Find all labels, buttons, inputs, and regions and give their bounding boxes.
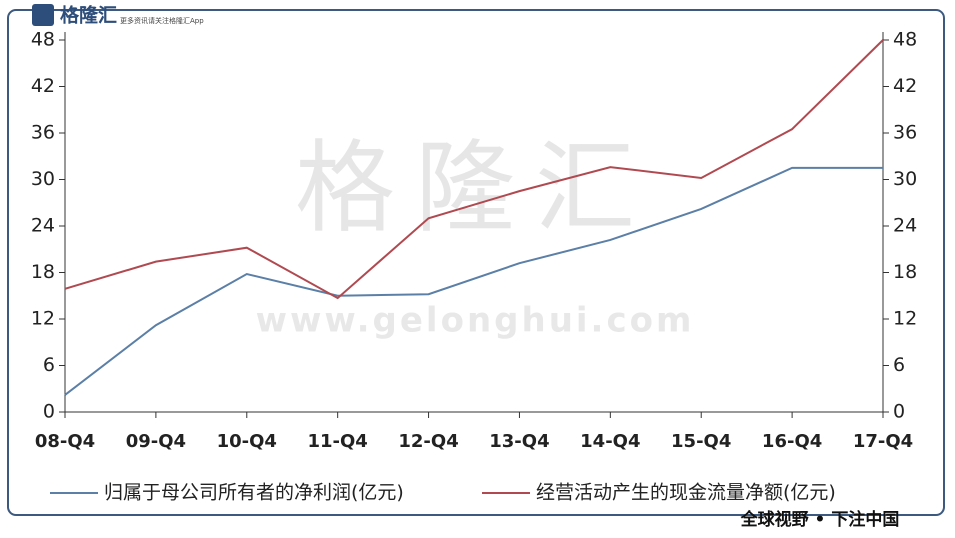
y-tick-label: 0 bbox=[43, 401, 55, 423]
y2-tick-label: 30 bbox=[893, 168, 917, 190]
logo-icon bbox=[32, 4, 54, 26]
slogan: 更多资讯请关注格隆汇App bbox=[120, 16, 204, 25]
legend-label: 归属于母公司所有者的净利润(亿元) bbox=[104, 482, 404, 504]
x-tick-label: 12-Q4 bbox=[398, 431, 458, 452]
y-tick-label: 24 bbox=[31, 215, 55, 237]
footer: 全球视野 • 下注中国 bbox=[740, 509, 900, 530]
legend-label: 经营活动产生的现金流量净额(亿元) bbox=[536, 482, 836, 504]
y-tick-label: 36 bbox=[31, 122, 55, 144]
frame bbox=[7, 9, 945, 516]
y-tick-label: 30 bbox=[31, 168, 55, 190]
y-tick-label: 48 bbox=[31, 29, 55, 51]
y2-tick-label: 18 bbox=[893, 261, 917, 283]
x-tick-label: 14-Q4 bbox=[580, 431, 640, 452]
watermark-url: www.gelonghui.com bbox=[256, 301, 695, 341]
y2-tick-label: 0 bbox=[893, 401, 905, 423]
y2-tick-label: 24 bbox=[893, 215, 917, 237]
x-tick-label: 17-Q4 bbox=[853, 431, 913, 452]
series-line bbox=[64, 166, 883, 396]
y2-tick-label: 12 bbox=[893, 308, 917, 330]
x-tick-label: 10-Q4 bbox=[217, 431, 277, 452]
x-tick-label: 16-Q4 bbox=[762, 431, 822, 452]
y2-tick-label: 36 bbox=[893, 122, 917, 144]
y2-tick-label: 6 bbox=[893, 354, 905, 376]
y-tick-label: 6 bbox=[43, 354, 55, 376]
y-tick-label: 18 bbox=[31, 261, 55, 283]
series-line bbox=[64, 39, 884, 300]
x-tick-label: 13-Q4 bbox=[489, 431, 549, 452]
x-tick-label: 15-Q4 bbox=[671, 431, 731, 452]
x-tick-label: 11-Q4 bbox=[307, 431, 367, 452]
watermark: 格隆汇 bbox=[295, 129, 655, 246]
y-tick-label: 12 bbox=[31, 308, 55, 330]
y-tick-label: 42 bbox=[31, 75, 55, 97]
x-tick-label: 09-Q4 bbox=[126, 431, 186, 452]
x-tick-label: 08-Q4 bbox=[35, 431, 95, 452]
logo: 格隆汇 bbox=[60, 4, 117, 27]
y2-tick-label: 42 bbox=[893, 75, 917, 97]
y2-tick-label: 48 bbox=[893, 29, 917, 51]
